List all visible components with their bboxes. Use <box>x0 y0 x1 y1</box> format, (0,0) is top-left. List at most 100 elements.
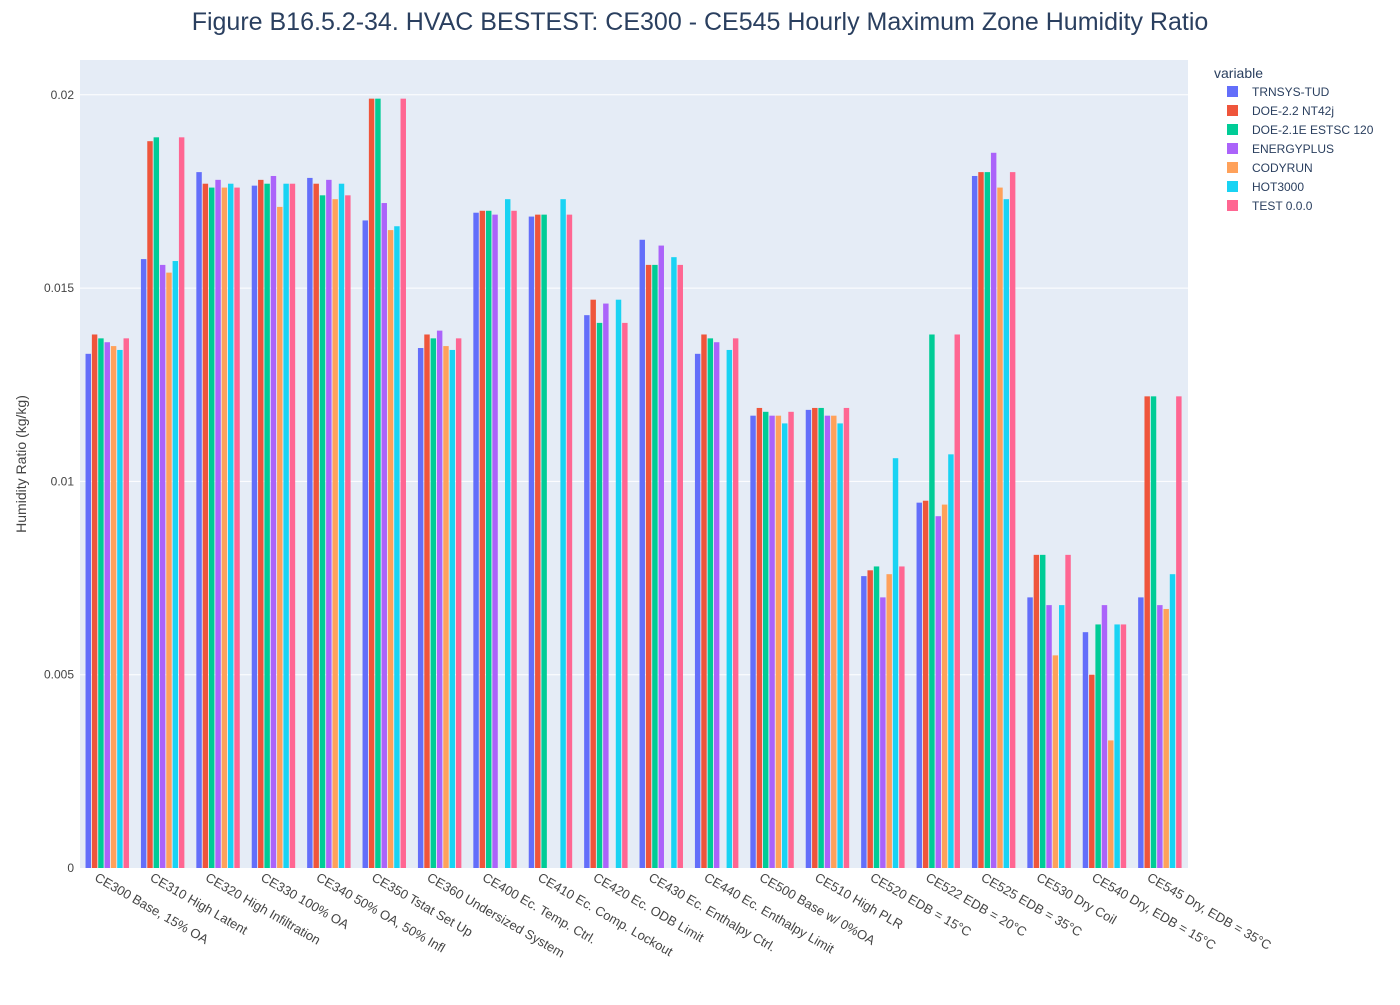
legend-swatch[interactable] <box>1227 200 1238 211</box>
legend-item-label[interactable]: DOE-2.1E ESTSC 120 <box>1252 123 1374 137</box>
bar <box>694 353 701 868</box>
y-axis-ticks: 0 0.005 0.01 0.015 0.02 <box>44 88 74 875</box>
bar <box>98 338 104 868</box>
bar <box>375 98 381 869</box>
bar <box>1157 605 1163 868</box>
bar <box>172 261 179 869</box>
bar <box>215 179 221 868</box>
bar <box>504 199 511 869</box>
bar <box>775 415 782 868</box>
bar <box>400 98 406 869</box>
bar <box>590 299 596 868</box>
bar <box>91 334 98 868</box>
x-tick-label: CE520 EDB = 15°C <box>868 870 974 940</box>
bar <box>671 257 677 868</box>
bar <box>541 214 547 869</box>
bar <box>1120 624 1127 868</box>
bar <box>880 597 886 868</box>
bar <box>387 230 394 868</box>
legend-item-label[interactable]: HOT3000 <box>1252 180 1304 194</box>
bar <box>289 183 296 869</box>
bar <box>511 210 517 868</box>
bar <box>990 152 997 869</box>
bar <box>166 272 172 868</box>
bar <box>701 334 707 868</box>
bar <box>362 220 368 868</box>
bar <box>1058 605 1065 868</box>
bar <box>892 458 899 868</box>
y-tick-label: 0.005 <box>44 668 74 682</box>
bar <box>486 210 492 868</box>
y-tick-label: 0.02 <box>51 88 75 102</box>
bar <box>818 407 824 868</box>
bar <box>332 199 338 869</box>
bar <box>824 415 831 868</box>
bar <box>479 210 486 868</box>
bar <box>313 183 319 869</box>
bar <box>528 216 535 868</box>
bar <box>941 504 948 868</box>
bar <box>1082 632 1089 868</box>
bar <box>221 187 228 868</box>
bar <box>394 226 400 868</box>
legend-swatch[interactable] <box>1227 143 1238 154</box>
bar <box>1009 172 1016 868</box>
bar <box>319 195 326 868</box>
bar <box>140 259 147 868</box>
legend-item-label[interactable]: ENERGYPLUS <box>1252 142 1334 156</box>
bars-group <box>85 98 1182 869</box>
x-tick-label: CE525 EDB = 35°C <box>979 870 1085 940</box>
legend-item-label[interactable]: TRNSYS-TUD <box>1252 85 1330 99</box>
bar <box>338 183 345 869</box>
y-axis-label: Humidity Ratio (kg/kg) <box>13 395 29 533</box>
bar <box>726 349 733 868</box>
legend-item-label[interactable]: DOE-2.2 NT42j <box>1252 104 1334 118</box>
bar <box>861 576 867 868</box>
y-tick-label: 0.015 <box>44 281 74 295</box>
bar <box>1052 655 1059 868</box>
bar <box>997 187 1003 868</box>
bar <box>873 566 880 868</box>
bar <box>596 322 603 868</box>
legend-swatch[interactable] <box>1227 124 1238 135</box>
bar <box>430 338 437 868</box>
bar <box>196 172 202 868</box>
bar <box>455 338 462 868</box>
bar <box>677 264 683 868</box>
legend-swatch[interactable] <box>1227 105 1238 116</box>
y-tick-label: 0.01 <box>51 474 75 488</box>
bar <box>1150 396 1157 868</box>
bar <box>1033 554 1040 868</box>
bar <box>812 407 818 868</box>
bar <box>886 574 892 868</box>
bar <box>622 322 628 868</box>
bar <box>645 264 652 868</box>
bar <box>473 212 479 868</box>
bar <box>1095 624 1101 868</box>
bar <box>1176 396 1182 868</box>
bar <box>110 346 117 868</box>
x-tick-label: CE522 EDB = 20°C <box>923 870 1029 940</box>
bar <box>283 183 289 869</box>
bar <box>381 203 387 868</box>
bar <box>1065 554 1071 868</box>
bar <box>652 264 658 868</box>
bar <box>417 348 424 868</box>
legend-swatch[interactable] <box>1227 86 1238 97</box>
bar <box>658 245 664 868</box>
bar <box>443 346 449 868</box>
bar <box>769 415 775 868</box>
legend-item-label[interactable]: TEST 0.0.0 <box>1252 199 1313 213</box>
bar <box>277 206 283 869</box>
legend-item-label[interactable]: CODYRUN <box>1252 161 1313 175</box>
legend-swatch[interactable] <box>1227 181 1238 192</box>
bar <box>535 214 541 869</box>
bar <box>584 315 590 868</box>
legend-swatch[interactable] <box>1227 162 1238 173</box>
bar <box>837 423 843 868</box>
bar <box>368 98 375 869</box>
bar <box>307 177 313 868</box>
